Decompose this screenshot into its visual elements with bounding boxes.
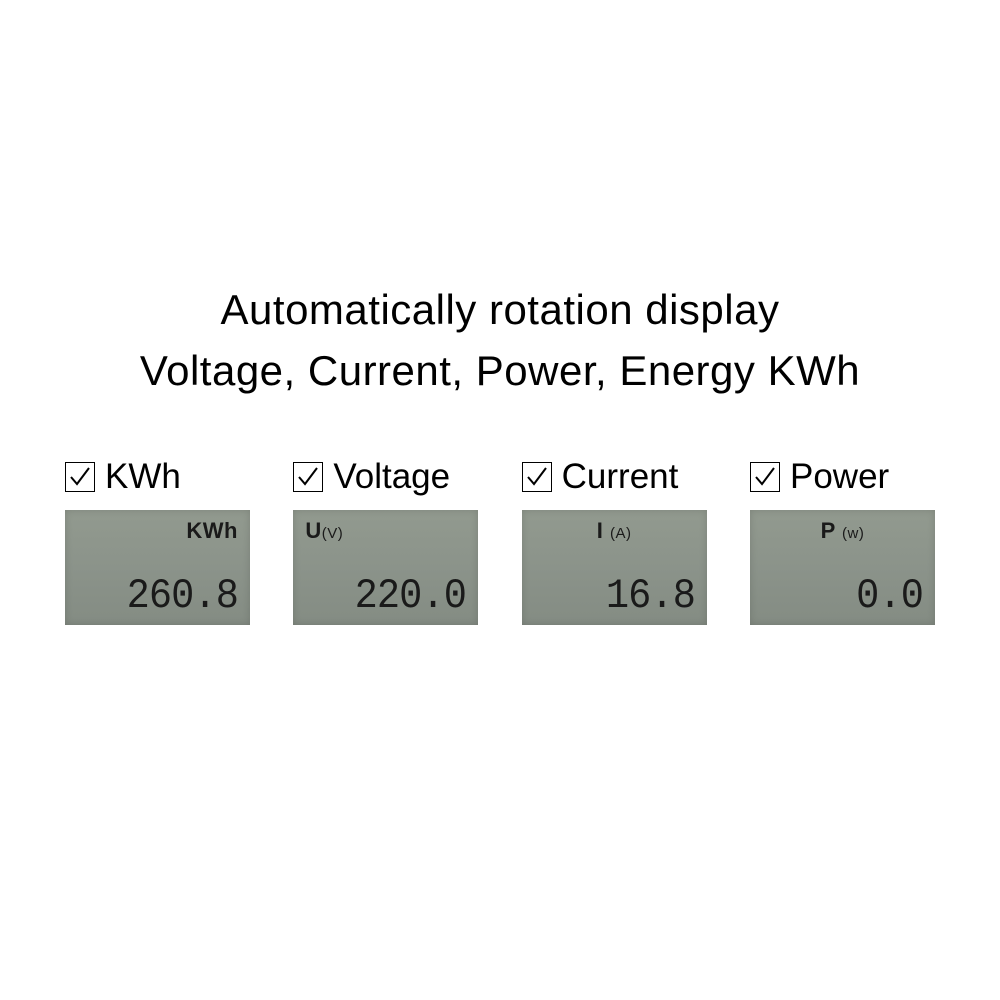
title-line-1: Automatically rotation display [221,280,780,341]
checkbox-power[interactable] [750,462,780,492]
displays-row: KWh KWh 260.8 Voltage U(V) [65,458,935,625]
display-group-current: Current I (A) 16.8 [522,458,707,625]
checkbox-kwh[interactable] [65,462,95,492]
checkmark-icon [525,465,549,489]
checkbox-row-kwh: KWh [65,458,250,496]
lcd-value-kwh: 260.8 [90,575,238,617]
display-group-power: Power P (w) 0.0 [750,458,935,625]
title-line-2: Voltage, Current, Power, Energy KWh [140,341,860,402]
checkbox-label-voltage: Voltage [333,457,450,497]
lcd-screen-voltage: U(V) 220.0 [293,510,478,625]
lcd-value-current: 16.8 [547,575,695,617]
checkbox-row-power: Power [750,458,935,496]
checkbox-label-current: Current [562,457,679,497]
checkmark-icon [296,465,320,489]
lcd-value-power: 0.0 [775,575,923,617]
lcd-unit-kwh: KWh [77,518,238,544]
display-group-voltage: Voltage U(V) 220.0 [293,458,478,625]
lcd-screen-power: P (w) 0.0 [750,510,935,625]
lcd-value-voltage: 220.0 [318,575,466,617]
checkbox-row-current: Current [522,458,707,496]
checkbox-label-kwh: KWh [105,457,181,497]
lcd-unit-power: P (w) [762,518,923,544]
display-group-kwh: KWh KWh 260.8 [65,458,250,625]
checkbox-current[interactable] [522,462,552,492]
checkbox-voltage[interactable] [293,462,323,492]
lcd-screen-kwh: KWh 260.8 [65,510,250,625]
checkmark-icon [68,465,92,489]
checkbox-row-voltage: Voltage [293,458,478,496]
lcd-unit-current: I (A) [534,518,695,544]
checkmark-icon [753,465,777,489]
checkbox-label-power: Power [790,457,889,497]
lcd-unit-voltage: U(V) [305,518,466,544]
lcd-screen-current: I (A) 16.8 [522,510,707,625]
